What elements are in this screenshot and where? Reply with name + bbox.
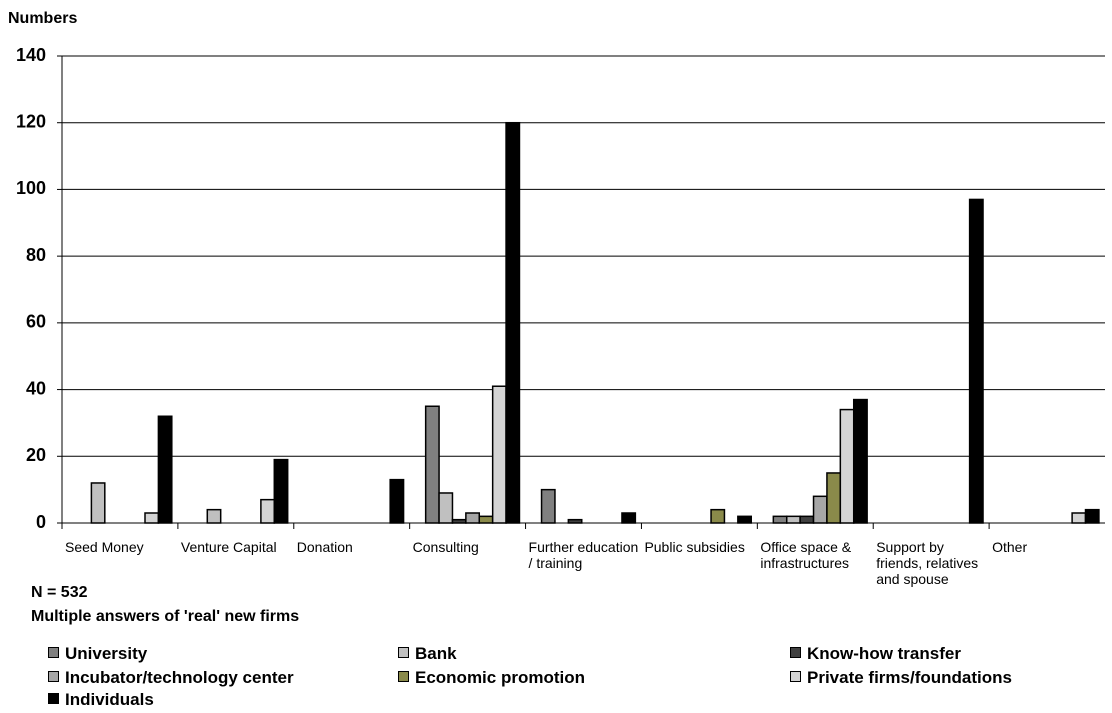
x-tick-label: Other [992, 539, 1028, 555]
note: Multiple answers of 'real' new firms [31, 608, 300, 625]
bar [273, 458, 289, 524]
bar [772, 515, 788, 524]
legend-swatch [398, 647, 409, 658]
legend-swatch [48, 693, 59, 704]
x-tick-label: Donation [296, 539, 353, 555]
x-tick-label: Office space & infrastructures [760, 539, 852, 571]
y-tick-label: 0 [36, 512, 46, 532]
legend-label: University [65, 644, 148, 663]
legend-label: Private firms/foundations [807, 668, 1012, 687]
bar [567, 518, 583, 524]
legend-item: Economic promotion [398, 668, 585, 688]
legend-label: Individuals [65, 690, 154, 709]
bar [839, 408, 855, 524]
x-tick-label: Consulting [412, 539, 479, 555]
bar [438, 492, 454, 524]
legend-item: University [48, 644, 147, 664]
y-tick-label: 120 [16, 111, 46, 131]
bar [465, 512, 481, 524]
y-tick-label: 100 [16, 178, 46, 198]
legend-label: Economic promotion [415, 668, 585, 687]
x-tick-label: Venture Capital [180, 539, 277, 555]
x-tick-label: Public subsidies [644, 539, 745, 555]
bar [90, 482, 106, 524]
y-tick-label: 40 [26, 378, 46, 398]
legend-label: Bank [415, 644, 457, 663]
bar [491, 385, 507, 524]
legend-label: Incubator/technology center [65, 668, 294, 687]
x-tick-label: Further education / training [528, 539, 639, 571]
bar [785, 515, 801, 524]
bar [389, 478, 405, 524]
bar [505, 121, 521, 524]
x-tick-label: Seed Money [65, 539, 144, 555]
bar [478, 515, 494, 524]
bar [826, 472, 842, 524]
bar [260, 498, 276, 524]
bar [206, 508, 222, 524]
bar [451, 518, 467, 524]
legend-swatch [48, 647, 59, 658]
bar [737, 515, 752, 524]
legend-item: Bank [398, 644, 457, 664]
legend-swatch [398, 671, 409, 682]
y-axis-title: Numbers [8, 10, 78, 27]
y-tick-label: 80 [26, 245, 46, 265]
legend-label: Know-how transfer [807, 644, 961, 663]
legend-item: Incubator/technology center [48, 668, 294, 688]
bar [621, 512, 637, 524]
bar [1084, 508, 1100, 524]
bar [1071, 512, 1087, 524]
legend-item: Individuals [48, 690, 154, 710]
legend-swatch [790, 671, 801, 682]
legend-item: Private firms/foundations [790, 668, 1012, 688]
legend-swatch [790, 647, 801, 658]
bar [852, 398, 868, 524]
legend-swatch [48, 671, 59, 682]
y-tick-label: 60 [26, 312, 46, 332]
legend-item: Know-how transfer [790, 644, 961, 664]
y-tick-label: 20 [26, 445, 46, 465]
y-tick-label: 140 [16, 45, 46, 65]
bar [710, 508, 726, 524]
bar [812, 495, 828, 524]
bar [968, 198, 984, 524]
bar [144, 512, 160, 524]
bar [540, 488, 556, 524]
bar [799, 515, 815, 524]
bar [157, 415, 173, 524]
note: N = 532 [31, 584, 88, 601]
bar [424, 405, 440, 524]
x-tick-label: Support by friends, relatives and spouse [876, 539, 979, 587]
